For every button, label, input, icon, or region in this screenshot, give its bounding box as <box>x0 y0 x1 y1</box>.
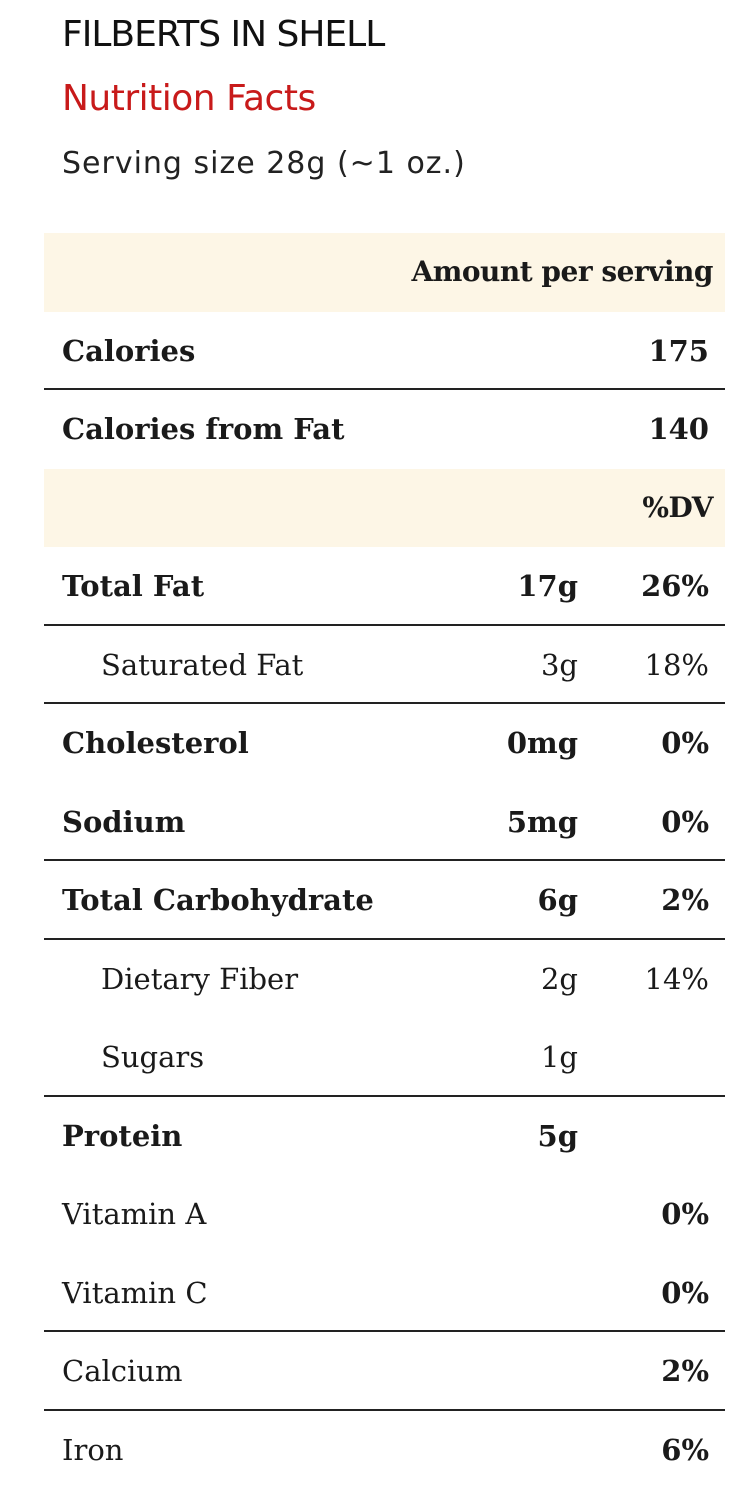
row-amount: 5mg <box>506 804 578 839</box>
table-row-sugars: Sugars 1g <box>44 1018 725 1097</box>
row-label: Sodium <box>62 804 186 839</box>
nutrition-table: Amount per serving Calories 175 Calories… <box>44 233 725 1489</box>
row-dv: 0% <box>661 1197 709 1231</box>
table-row-sodium: Sodium 5mg 0% <box>44 783 725 861</box>
row-label: Vitamin A <box>62 1197 207 1231</box>
row-amount: 6g <box>537 883 578 917</box>
amount-per-serving-label: Amount per serving <box>411 255 714 288</box>
table-row-dietary-fiber: Dietary Fiber 2g 14% <box>44 940 725 1019</box>
daily-value-header: %DV <box>44 468 725 547</box>
row-label: Calcium <box>62 1354 183 1388</box>
row-amount: 17g <box>517 569 578 603</box>
row-amount: 3g <box>540 647 578 682</box>
row-dv: 0% <box>661 804 709 839</box>
row-value: 175 <box>648 333 709 368</box>
row-dv: 2% <box>661 883 709 917</box>
row-label: Sugars <box>101 1040 205 1074</box>
row-amount: 0mg <box>506 726 578 760</box>
row-label: Cholesterol <box>62 726 249 760</box>
row-dv: 14% <box>644 961 709 996</box>
table-row-vitamin-c: Vitamin C 0% <box>44 1254 725 1332</box>
table-row-saturated-fat: Saturated Fat 3g 18% <box>44 626 725 704</box>
amount-per-serving-header: Amount per serving <box>44 233 725 312</box>
table-row-vitamin-a: Vitamin A 0% <box>44 1175 725 1254</box>
table-row-calories-from-fat: Calories from Fat 140 <box>44 390 725 469</box>
row-dv: 18% <box>644 647 709 682</box>
daily-value-label: %DV <box>642 490 713 524</box>
row-label: Vitamin C <box>62 1275 208 1310</box>
table-row-calories: Calories 175 <box>44 312 725 390</box>
row-label: Total Fat <box>62 569 205 603</box>
row-label: Calories <box>62 333 196 368</box>
row-label: Total Carbohydrate <box>62 883 374 917</box>
row-label: Saturated Fat <box>101 647 304 682</box>
row-dv: 6% <box>661 1432 709 1467</box>
table-row-cholesterol: Cholesterol 0mg 0% <box>44 704 725 783</box>
row-dv: 26% <box>641 569 709 603</box>
row-amount: 5g <box>537 1118 578 1153</box>
row-dv: 0% <box>661 726 709 760</box>
row-label: Iron <box>62 1432 124 1467</box>
row-amount: 2g <box>540 961 578 996</box>
table-row-iron: Iron 6% <box>44 1411 725 1490</box>
row-label: Calories from Fat <box>62 412 345 446</box>
nutrition-facts-heading: Nutrition Facts <box>62 78 316 119</box>
row-dv: 0% <box>661 1275 709 1310</box>
table-row-total-carbohydrate: Total Carbohydrate 6g 2% <box>44 861 725 940</box>
product-title: FILBERTS IN SHELL <box>62 14 385 55</box>
row-amount: 1g <box>540 1040 578 1074</box>
row-dv: 2% <box>661 1354 709 1388</box>
row-label: Protein <box>62 1118 183 1153</box>
serving-size: Serving size 28g (~1 oz.) <box>62 146 466 181</box>
row-value: 140 <box>648 412 709 446</box>
table-row-total-fat: Total Fat 17g 26% <box>44 547 725 626</box>
row-label: Dietary Fiber <box>101 961 299 996</box>
table-row-protein: Protein 5g <box>44 1097 725 1176</box>
table-row-calcium: Calcium 2% <box>44 1332 725 1411</box>
